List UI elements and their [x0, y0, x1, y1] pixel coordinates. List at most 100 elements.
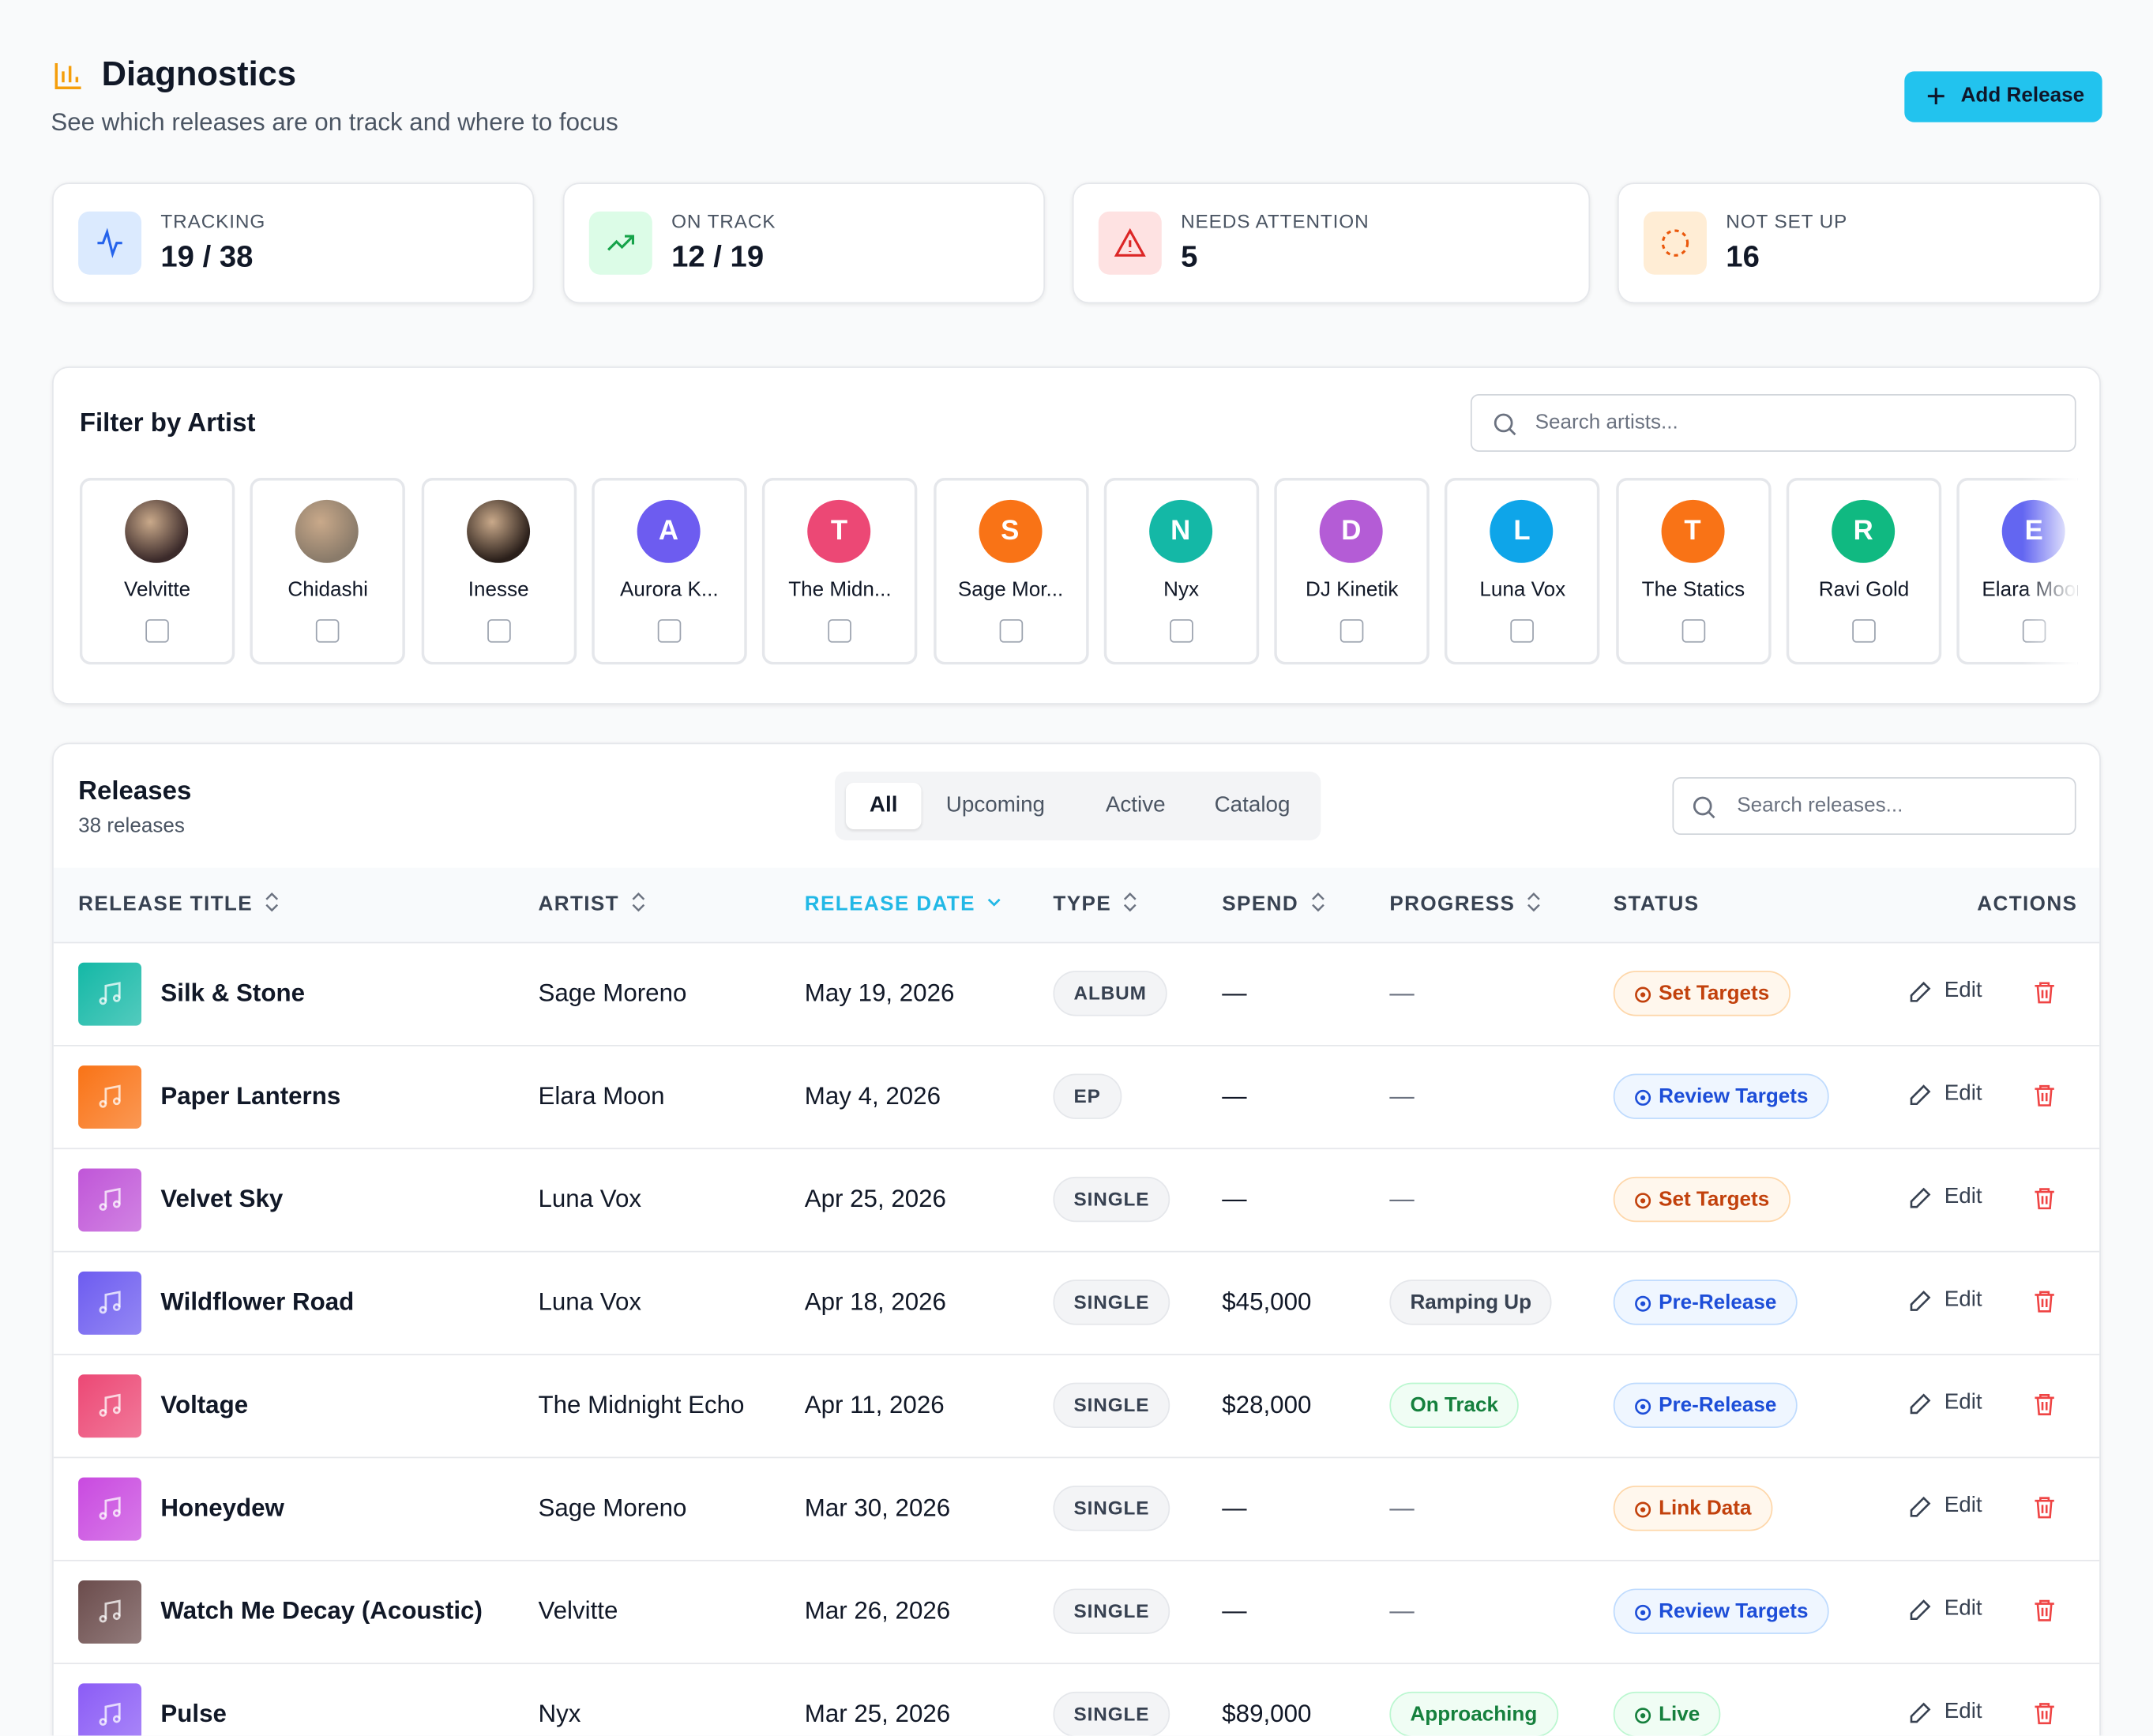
delete-button[interactable]	[2032, 1701, 2057, 1726]
delete-button-svg	[2035, 982, 2054, 1004]
edit-button[interactable]: Edit	[1907, 1079, 1990, 1114]
artist-tile[interactable]: S Sage Mor...	[933, 477, 1088, 665]
edit-button[interactable]: Edit	[1907, 1491, 1990, 1527]
artist-checkbox[interactable]	[145, 619, 169, 643]
artist-checkbox[interactable]	[1169, 619, 1193, 643]
sort-icon	[265, 892, 279, 912]
artist-avatar	[466, 499, 530, 563]
artist-search[interactable]: Search artists...	[1470, 393, 2076, 452]
release-thumbnail-svg	[99, 982, 121, 1005]
tab[interactable]: Upcoming	[945, 793, 1046, 817]
page-subtitle: See which releases are on track and wher…	[51, 108, 618, 137]
artist-checkbox[interactable]	[828, 619, 852, 643]
edit-label: Edit	[1944, 1596, 1982, 1621]
release-thumbnail	[78, 1477, 142, 1541]
release-progress: —	[1389, 1494, 1415, 1522]
column-header[interactable]: SPEND	[1222, 892, 1326, 916]
artist-tile[interactable]: Inesse	[421, 477, 577, 665]
release-thumbnail	[78, 1374, 142, 1438]
release-spend: $28,000	[1222, 1391, 1312, 1418]
artist-tile[interactable]: Velvitte	[79, 477, 235, 665]
delete-button[interactable]	[2032, 1084, 2057, 1108]
search-icon-svg	[1693, 796, 1715, 819]
table-row: Pulse Nyx Mar 25, 2026 SINGLE $89,000 Approac…	[54, 1664, 2099, 1736]
status-icon	[1635, 1604, 1651, 1621]
stat-icon	[588, 211, 652, 275]
artist-name: Inesse	[468, 577, 529, 602]
release-thumbnail-svg	[99, 1599, 121, 1623]
artist-tile[interactable]: Chidashi	[250, 477, 406, 665]
release-progress: —	[1389, 1081, 1415, 1110]
artist-name: DJ Kinetik	[1306, 577, 1399, 602]
edit-button[interactable]: Edit	[1907, 1182, 1990, 1218]
release-artist: Sage Moreno	[538, 1494, 687, 1522]
artist-tile[interactable]: A Aurora K...	[592, 477, 747, 665]
artist-checkbox[interactable]	[1681, 619, 1705, 643]
edit-button[interactable]: Edit	[1907, 1594, 1990, 1629]
artist-tile[interactable]: D DJ Kinetik	[1274, 477, 1430, 665]
edit-button[interactable]: Edit	[1907, 1285, 1990, 1321]
column-header[interactable]: ARTIST	[538, 892, 646, 916]
delete-button[interactable]	[2032, 1392, 2057, 1417]
edit-label: Edit	[1944, 1494, 1982, 1518]
artist-tile[interactable]: T The Midn...	[762, 477, 918, 665]
sort-icon	[632, 892, 645, 912]
release-date: Apr 18, 2026	[804, 1287, 946, 1316]
release-title: Wildflower Road	[160, 1287, 355, 1316]
table-row: Voltage The Midnight Echo Apr 11, 2026 SING…	[53, 1355, 2100, 1459]
edit-icon	[1907, 980, 1932, 1005]
release-title: Watch Me Decay (Acoustic)	[160, 1596, 483, 1625]
add-release-button[interactable]: Add Release	[1904, 71, 2102, 122]
edit-button[interactable]: Edit	[1907, 976, 1990, 1012]
stat-icon	[78, 211, 142, 275]
column-header[interactable]: PROGRESS	[1389, 892, 1542, 916]
artist-tile[interactable]: R Ravi Gold	[1786, 477, 1942, 665]
artist-checkbox[interactable]	[316, 619, 340, 643]
stat-card: ON TRACK 12 / 19	[562, 182, 1045, 304]
column-header[interactable]: TYPE	[1053, 892, 1138, 916]
artist-tile[interactable]: L Luna Vox	[1445, 477, 1601, 665]
release-spend: —	[1222, 1494, 1247, 1522]
column-header[interactable]: RELEASE TITLE	[78, 892, 280, 916]
column-header[interactable]: RELEASE DATE	[805, 892, 1003, 916]
artist-checkbox[interactable]	[998, 619, 1023, 643]
delete-button[interactable]	[2032, 1289, 2057, 1313]
artist-name: Velvitte	[124, 577, 191, 602]
type-pill: SINGLE	[1053, 1486, 1170, 1531]
artist-checkbox[interactable]	[1852, 619, 1876, 643]
status-icon	[1635, 986, 1651, 1003]
edit-button[interactable]: Edit	[1907, 1388, 1990, 1424]
delete-button[interactable]	[2032, 980, 2057, 1005]
edit-icon	[1907, 1084, 1932, 1108]
artist-tile[interactable]: T The Statics	[1615, 477, 1772, 665]
delete-button[interactable]	[2032, 1599, 2057, 1623]
artist-tile[interactable]: N Nyx	[1103, 477, 1259, 665]
table-row: Honeydew Sage Moreno Mar 30, 2026 SINGLE — — L…	[53, 1458, 2100, 1561]
tab[interactable]: Active	[1105, 793, 1166, 817]
edit-icon	[1907, 1701, 1932, 1726]
search-icon-svg	[1494, 413, 1516, 436]
table-row: Wildflower Road Luna Vox Apr 18, 2026 SINGL…	[53, 1253, 2100, 1355]
release-thumbnail-svg	[99, 1393, 121, 1417]
release-artist: Sage Moreno	[538, 979, 687, 1007]
edit-icon-svg	[1910, 1702, 1931, 1723]
artist-checkbox[interactable]	[1340, 619, 1364, 643]
release-search[interactable]: Search releases...	[1672, 776, 2076, 836]
artist-checkbox[interactable]	[1511, 619, 1535, 643]
release-artist: Luna Vox	[538, 1287, 642, 1316]
artist-checkbox[interactable]	[657, 619, 682, 643]
tab[interactable]: Catalog	[1214, 793, 1291, 817]
release-date: Apr 25, 2026	[804, 1185, 946, 1213]
release-progress: —	[1389, 1185, 1415, 1213]
artist-avatar: S	[978, 499, 1042, 563]
delete-button[interactable]	[2032, 1495, 2057, 1520]
stat-value: 12 / 19	[671, 239, 765, 273]
artist-avatar: T	[807, 499, 871, 563]
delete-button[interactable]	[2032, 1186, 2057, 1211]
edit-button[interactable]: Edit	[1907, 1697, 1990, 1733]
artist-checkbox[interactable]	[487, 619, 511, 643]
type-pill: SINGLE	[1053, 1176, 1170, 1223]
tab[interactable]: All	[845, 782, 922, 830]
release-spend: $89,000	[1222, 1700, 1312, 1728]
edit-label: Edit	[1944, 979, 1982, 1003]
